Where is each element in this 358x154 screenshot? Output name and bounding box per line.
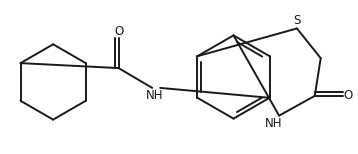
Text: O: O <box>344 89 353 102</box>
Text: O: O <box>114 25 123 38</box>
Text: NH: NH <box>265 117 282 130</box>
Text: NH: NH <box>145 89 163 102</box>
Text: S: S <box>293 14 301 27</box>
